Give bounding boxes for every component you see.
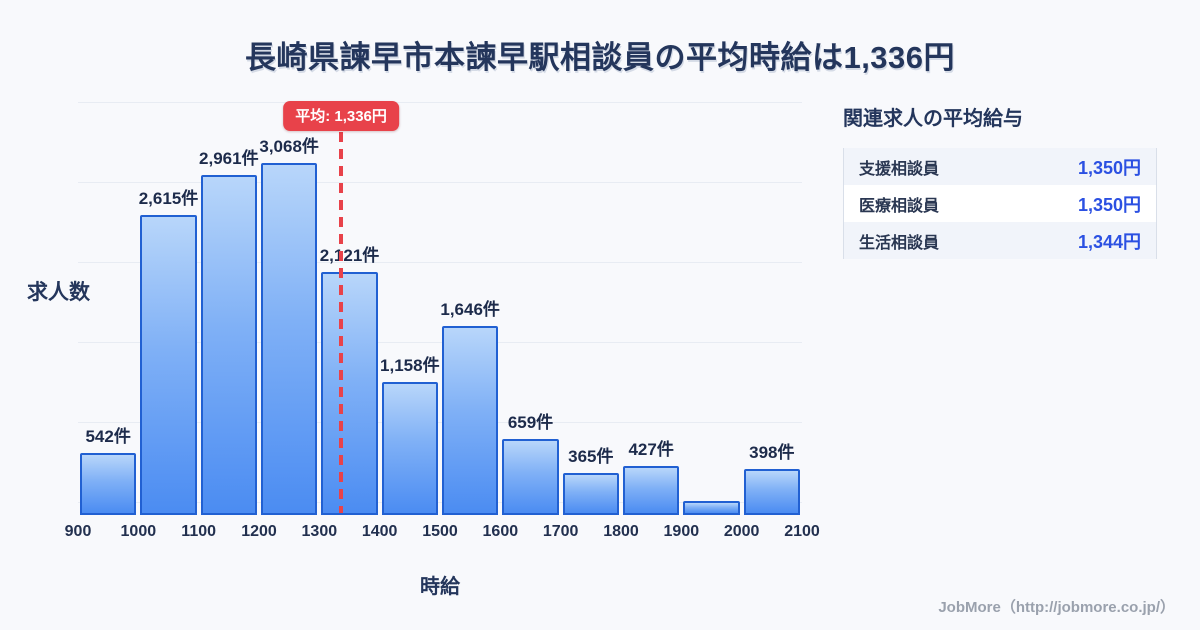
histogram-bar [261,163,318,515]
bar-value-label: 2,961件 [199,149,259,168]
histogram-bar [683,501,740,515]
salary-row-value: 1,350円 [1077,157,1141,178]
x-tick-label: 1500 [422,523,458,540]
y-axis-label: 求人数 [27,281,90,304]
histogram-bar [140,215,197,515]
bar-value-label: 2,121件 [319,246,380,265]
x-tick-label: 1100 [181,523,217,540]
average-line [339,132,344,513]
plot-area: 542件 2,615件 2,961件 3,068件 2,121件 1,158件 1,646件… [65,101,820,540]
bar-value-label: 365件 [568,447,614,466]
salary-table: 支援相談員 1,350円 医療相談員 1,350円 生活相談員 1,344円 [843,148,1157,259]
salary-table-row: 生活相談員 1,344円 [844,222,1156,259]
gridline [78,102,802,103]
x-tick-label: 900 [64,523,92,540]
x-tick-label: 2100 [784,523,820,540]
salary-table-row: 支援相談員 1,350円 [844,148,1156,185]
x-tick-label: 1600 [482,523,519,540]
bar-value-label: 398件 [749,443,795,462]
credit-text: JobMore（http://jobmore.co.jp/） [938,599,1175,616]
histogram-bar [743,469,800,515]
x-tick-label: 1300 [301,523,338,540]
x-tick-label: 2000 [723,523,760,540]
histogram-bar [321,272,378,515]
histogram-bar [200,175,257,515]
x-tick-label: 1000 [120,523,157,540]
x-tick-label: 1400 [361,523,398,540]
salary-row-label: 支援相談員 [859,160,940,178]
histogram-bar [502,439,559,515]
salary-table-row: 医療相談員 1,350円 [844,185,1156,222]
histogram-bar [442,326,499,515]
bar-value-label: 1,646件 [440,300,500,319]
histogram-bar [80,453,137,515]
average-badge: 平均: 1,336円 [283,101,399,131]
bar-value-label: 3,068件 [259,137,319,156]
x-tick-label: 1800 [603,523,639,540]
gridline [78,342,802,343]
salary-row-value: 1,350円 [1077,194,1141,215]
gridline [78,502,802,503]
gridline [78,262,802,263]
related-jobs-heading: 関連求人の平均給与 [843,108,1023,130]
gridline [78,422,802,423]
histogram-bar [562,473,619,515]
bar-value-label: 659件 [507,413,554,432]
x-tick-label: 1700 [542,523,579,540]
salary-row-label: 医療相談員 [859,197,940,215]
x-tick-label: 1900 [663,523,700,540]
bar-value-label: 427件 [628,440,674,459]
salary-row-value: 1,344円 [1077,231,1141,252]
salary-row-label: 生活相談員 [859,234,940,252]
histogram-bar [623,466,680,515]
bar-value-label: 542件 [85,427,131,446]
bar-value-label: 1,158件 [380,356,440,375]
x-tick-label: 1200 [241,523,277,540]
x-axis-label: 時給 [420,576,460,598]
histogram-bar [381,382,438,515]
gridline [78,182,802,183]
bar-value-label: 2,615件 [138,189,199,208]
page-title: 長崎県諫早市本諫早駅相談員の平均時給は1,336円 [244,40,956,75]
